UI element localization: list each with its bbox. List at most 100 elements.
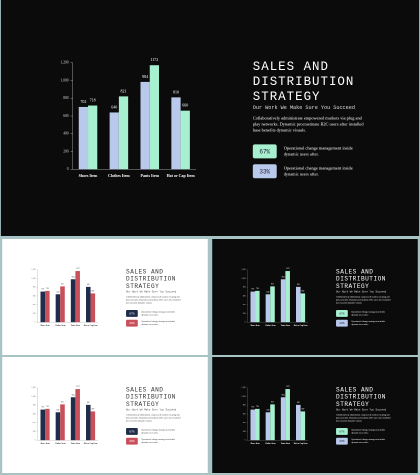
thumbnail[interactable]: 0 200 400 600 800 1,000 1,200 Shoes Item 702 718 C… xyxy=(212,239,418,355)
body-text-box: Collaboratively administrate empowered m… xyxy=(336,413,391,423)
stat-text-box: Operational change management inside dyn… xyxy=(351,428,386,434)
y-tick-label: 1,200 xyxy=(242,387,246,389)
bar-value-label: 660 xyxy=(301,408,304,410)
y-tick-label: 1,000 xyxy=(32,396,36,398)
bar-value-label: 660 xyxy=(91,290,94,292)
stat-text: Operational change management inside dyn… xyxy=(351,428,386,434)
y-tick-label: 1,000 xyxy=(242,396,246,398)
bar xyxy=(118,96,129,170)
y-tick-label: 600 xyxy=(63,114,69,118)
stat-text: Operational change management inside dyn… xyxy=(141,320,176,326)
y-tick-label: 400 xyxy=(243,304,246,306)
bar-value-label: 984 xyxy=(282,394,285,396)
slide-title: DISTRIBUTION xyxy=(253,75,355,89)
stat-value: 67% xyxy=(259,148,270,155)
bar xyxy=(86,286,91,323)
x-tick-label: Hat or Cap Item xyxy=(84,325,98,327)
y-tick-label: 600 xyxy=(243,413,246,415)
bar-value-label: 640 xyxy=(111,104,117,109)
x-tick-label: Shoes Item xyxy=(250,325,259,327)
bar xyxy=(149,65,160,170)
bar xyxy=(60,404,65,441)
bar-value-label: 660 xyxy=(301,290,304,292)
bar-value-label: 702 xyxy=(41,407,44,409)
stat-value: 33% xyxy=(259,168,270,175)
body-text-box: Collaboratively administrate empowered m… xyxy=(126,413,181,423)
bar xyxy=(86,404,91,441)
bar-value-label: 702 xyxy=(251,407,254,409)
y-tick-label: 1,200 xyxy=(61,61,69,66)
y-tick-label: 1,000 xyxy=(32,278,36,280)
stat-value: 33% xyxy=(129,440,135,443)
bar-value-label: 810 xyxy=(87,284,90,286)
bar xyxy=(45,408,50,441)
stat-text: Operational change management inside dyn… xyxy=(141,310,176,316)
y-tick-label: 0 xyxy=(67,167,69,171)
y-tick-label: 600 xyxy=(33,295,36,297)
bar xyxy=(300,293,306,323)
thumbnail[interactable]: 0 200 400 600 800 1,000 1,200 Shoes Item 702 718 C… xyxy=(212,357,418,473)
bar-value-label: 702 xyxy=(41,289,44,291)
x-tick-label: Clothes Item xyxy=(265,325,276,327)
stat-text: Operational change management inside dyn… xyxy=(351,310,386,316)
y-tick-label: 600 xyxy=(33,413,36,415)
stat-value: 67% xyxy=(129,430,135,433)
stat-text-box: Operational change management inside dyn… xyxy=(141,310,176,316)
y-tick-label: 0 xyxy=(245,322,246,324)
bar-value-label: 1172 xyxy=(150,57,158,62)
bar xyxy=(280,279,286,323)
x-tick-label: Clothes Item xyxy=(265,443,276,445)
stat-text-box: Operational change management inside dyn… xyxy=(351,320,385,325)
stat-text-box: Operational change management inside dyn… xyxy=(141,320,176,326)
bar xyxy=(55,294,61,323)
bar xyxy=(45,290,50,323)
slide-title: SALES AND xyxy=(126,386,163,393)
x-tick-label: Shoes Item xyxy=(250,443,259,445)
bar xyxy=(250,291,256,323)
y-tick-label: 1,200 xyxy=(32,269,36,271)
y-tick-label: 1,000 xyxy=(61,78,69,83)
bar-value-label: 984 xyxy=(72,394,75,396)
bar-value-label: 1172 xyxy=(286,386,290,388)
bar-value-label: 810 xyxy=(173,89,179,94)
slide-title: DISTRIBUTION xyxy=(126,276,176,283)
bar xyxy=(109,112,119,170)
x-tick-label: Hat or Cap Item xyxy=(294,325,308,327)
stat-badge xyxy=(126,319,138,327)
stat-text-box: Operational change management inside dyn… xyxy=(284,145,353,156)
x-tick-label: Clothes Item xyxy=(55,443,66,445)
x-tick-label: Clothes Item xyxy=(55,325,66,327)
bar xyxy=(90,411,96,441)
x-tick-label: Pants Item xyxy=(281,443,290,445)
bar-value-label: 821 xyxy=(271,283,274,285)
y-tick-label: 800 xyxy=(33,405,36,407)
slide-title: STRATEGY xyxy=(253,90,321,104)
x-tick-label: Pants Item xyxy=(281,325,290,327)
thumbnail[interactable]: 0 200 400 600 800 1,000 1,200 Shoes Item 702 718 C… xyxy=(2,239,208,355)
y-tick-label: 400 xyxy=(33,304,36,306)
bar-value-label: 984 xyxy=(282,276,285,278)
body-text: Collaboratively administrate empowered m… xyxy=(336,413,391,423)
bar xyxy=(75,271,80,323)
bar xyxy=(285,389,290,441)
slide-title: STRATEGY xyxy=(126,401,159,408)
stat-text: Operational change management inside dyn… xyxy=(351,438,386,444)
body-text-box: Collaboratively administrate empowered m… xyxy=(336,296,390,304)
bar-value-label: 984 xyxy=(72,276,75,278)
bar-value-label: 718 xyxy=(256,406,259,408)
stat-value: 33% xyxy=(339,322,345,325)
stat-text: Operational change management inside dyn… xyxy=(141,428,176,434)
x-tick-label: Clothes Item xyxy=(108,173,130,178)
bar-value-label: 1172 xyxy=(286,268,290,270)
stat-value: 33% xyxy=(339,440,345,443)
bar xyxy=(285,271,290,323)
bar xyxy=(250,409,256,441)
y-tick-label: 200 xyxy=(33,313,36,315)
y-tick-label: 400 xyxy=(33,422,36,424)
slide-subtitle: Our Work We Make Sure You Succeed xyxy=(336,409,387,412)
thumbnail[interactable]: 0 200 400 600 800 1,000 1,200 Shoes Item 702 718 C… xyxy=(2,357,208,473)
slide-background xyxy=(0,0,420,236)
body-text: Collaboratively administrate empowered m… xyxy=(126,413,181,423)
slide-background xyxy=(2,239,208,355)
